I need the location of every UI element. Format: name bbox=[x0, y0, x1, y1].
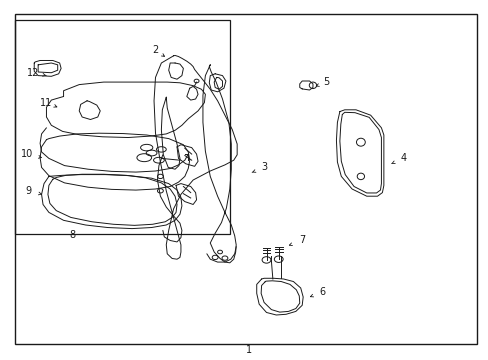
Text: 4: 4 bbox=[400, 153, 406, 163]
Text: 10: 10 bbox=[20, 149, 33, 159]
Text: 7: 7 bbox=[299, 235, 305, 246]
Text: 5: 5 bbox=[323, 77, 329, 87]
Text: 9: 9 bbox=[25, 186, 31, 196]
Text: 12: 12 bbox=[27, 68, 40, 78]
Text: 2: 2 bbox=[152, 45, 158, 55]
Text: 11: 11 bbox=[40, 98, 53, 108]
Bar bbox=[15, 20, 229, 234]
Text: 8: 8 bbox=[69, 230, 75, 240]
Text: 3: 3 bbox=[261, 162, 266, 172]
Text: 1: 1 bbox=[246, 345, 252, 355]
Text: 6: 6 bbox=[319, 287, 325, 297]
